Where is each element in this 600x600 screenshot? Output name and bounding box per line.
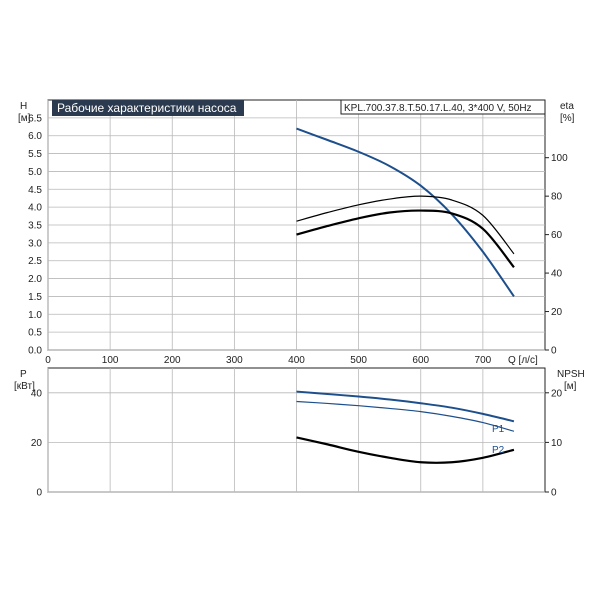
chart-title: Рабочие характеристики насоса — [57, 101, 237, 115]
x-tick-label: 200 — [164, 355, 181, 366]
h-tick-label: 5.0 — [28, 167, 42, 178]
h-tick-label: 3.0 — [28, 238, 42, 249]
h-tick-label: 0.5 — [28, 328, 42, 339]
head-curve — [296, 127, 515, 298]
h-axis-label: H — [20, 101, 27, 112]
p2-curve — [296, 400, 515, 432]
p1-curve — [296, 390, 515, 423]
h-tick-label: 2.5 — [28, 256, 42, 267]
h-tick-label: 6.5 — [28, 113, 42, 124]
p-tick-label: 0 — [36, 488, 42, 499]
h-tick-label: 4.0 — [28, 203, 42, 214]
x-tick-label: 400 — [288, 355, 305, 366]
eta-tick-label: 20 — [551, 307, 563, 318]
npsh-tick-label: 10 — [551, 438, 563, 449]
eta-curve-lower — [296, 209, 515, 269]
p-tick-label: 40 — [31, 388, 43, 399]
h-axis-unit: [м] — [18, 113, 31, 124]
x-tick-label: 700 — [475, 355, 492, 366]
x-axis-label: Q [л/с] — [508, 355, 538, 366]
x-tick-label: 100 — [102, 355, 119, 366]
p-tick-label: 20 — [31, 438, 43, 449]
h-tick-label: 6.0 — [28, 131, 42, 142]
eta-curve-upper — [296, 195, 515, 255]
bottom-grid — [47, 368, 545, 493]
npsh-tick-label: 20 — [551, 388, 563, 399]
h-tick-label: 1.0 — [28, 310, 42, 321]
x-tick-label: 600 — [412, 355, 429, 366]
p2-label: P2 — [492, 445, 505, 456]
npsh-tick-label: 0 — [551, 488, 557, 499]
model-box — [340, 99, 546, 115]
h-tick-label: 3.5 — [28, 221, 42, 232]
npsh-curve — [296, 436, 515, 464]
eta-tick-label: 0 — [551, 346, 557, 357]
h-tick-label: 2.0 — [28, 274, 42, 285]
eta-tick-label: 60 — [551, 230, 563, 241]
h-tick-label: 4.5 — [28, 185, 42, 196]
x-tick-label: 500 — [350, 355, 367, 366]
npsh-axis-label: NPSH — [557, 369, 585, 380]
eta-tick-label: 80 — [551, 192, 563, 203]
eta-axis-unit: [%] — [560, 113, 575, 124]
model-label: KPL.700.37.8.T.50.17.L.40, 3*400 V, 50Hz — [344, 103, 532, 114]
p-axis-unit: [кВт] — [14, 381, 35, 392]
chart-title-box — [52, 100, 244, 116]
p-axis-label: P — [20, 369, 27, 380]
h-tick-label: 1.5 — [28, 292, 42, 303]
curves — [296, 127, 515, 464]
npsh-axis-unit: [м] — [564, 381, 577, 392]
eta-tick-label: 100 — [551, 153, 568, 164]
top-grid — [47, 100, 545, 351]
x-tick-label: 300 — [226, 355, 243, 366]
p1-label: P1 — [492, 424, 505, 435]
h-tick-label: 5.5 — [28, 149, 42, 160]
x-tick-label: 0 — [45, 355, 51, 366]
eta-tick-label: 40 — [551, 269, 563, 280]
eta-axis-label: eta — [560, 101, 574, 112]
tick-labels: 0 100 200 300 400 500 600 7000.00.51.01.52.02.5… — [28, 113, 568, 498]
h-tick-label: 0.0 — [28, 346, 42, 357]
